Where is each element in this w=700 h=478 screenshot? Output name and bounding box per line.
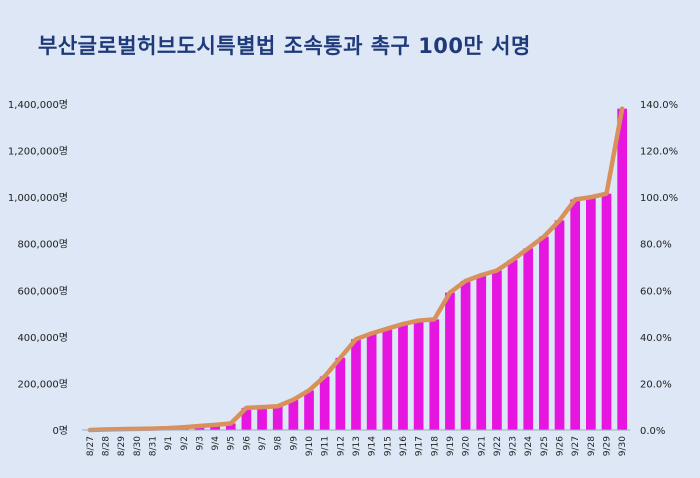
x-tick-label: 9/13 [352,436,362,456]
y2-tick-label: 0.0% [640,426,665,437]
x-tick-label: 9/17 [415,436,425,456]
bar [257,407,267,430]
x-tick-label: 9/26 [556,436,566,456]
line-path [87,106,625,433]
x-tick-label: 9/7 [258,436,268,450]
bar [225,423,236,430]
x-tick-label: 9/25 [540,436,550,456]
x-tick-label: 9/8 [274,436,284,451]
bar [507,260,518,430]
bar [429,319,440,430]
bar [382,328,393,430]
x-tick-label: 9/5 [227,436,237,450]
x-tick-label: 8/30 [133,436,143,456]
x-tick-label: 8/28 [101,436,111,456]
bar [304,390,314,430]
x-tick-label: 9/27 [571,436,581,456]
x-tick-label: 9/6 [242,436,252,451]
bar-series [100,108,628,431]
bar [445,292,455,430]
y-tick-label: 600,000명 [17,285,68,297]
cumulative-line [87,106,625,433]
x-tick-label: 8/29 [117,436,127,456]
y2-tick-label: 80.0% [640,240,672,251]
y-tick-label: 1,000,000명 [8,192,68,204]
x-tick-label: 9/12 [336,436,346,456]
x-tick-label: 9/22 [493,436,503,456]
bar [288,399,299,430]
bar [539,236,549,430]
bar [601,193,612,430]
bar [413,320,424,430]
bar [210,424,220,430]
bar [492,270,502,430]
x-tick-label: 9/19 [446,436,456,456]
x-tick-label: 9/15 [383,436,393,456]
y-tick-label: 200,000명 [17,378,68,390]
x-tick-label: 9/1 [164,436,174,450]
bar [460,280,471,430]
bar [554,220,565,430]
x-tick-label: 9/14 [368,436,378,456]
x-tick-label: 9/21 [477,436,487,456]
x-tick-label: 9/3 [195,436,205,450]
y-axis-right: 0.0% 20.0% 40.0% 60.0% 80.0% 100.0% 120.0% 140.… [640,100,678,437]
y-tick-label: 800,000명 [17,239,68,251]
x-tick-label: 8/27 [86,436,96,456]
x-tick-label: 9/18 [430,436,440,456]
x-tick-label: 9/11 [321,436,331,456]
bar [335,357,346,430]
bar [523,248,534,430]
y-tick-label: 400,000명 [17,332,68,344]
bar [319,376,330,430]
y2-tick-label: 20.0% [640,379,672,390]
x-tick-label: 9/24 [524,436,534,456]
y-tick-label: 0명 [52,425,68,437]
x-axis: 8/27 8/28 8/29 8/30 8/31 9/1 9/2 9/3 9/4 9/5 9/6 9/… [82,429,630,456]
bar [586,197,596,430]
bar [570,199,581,430]
bar [617,108,628,431]
bar [398,324,408,430]
bar [476,275,487,430]
x-tick-label: 9/9 [289,436,299,451]
x-tick-label: 9/20 [462,436,472,456]
x-tick-label: 9/16 [399,436,409,456]
y2-tick-label: 100.0% [640,193,678,204]
chart-title: 부산글로벌허브도시특별법 조속통과 촉구 100만 서명 [38,34,531,58]
y2-tick-label: 40.0% [640,333,672,344]
bar [241,407,252,430]
y2-tick-label: 140.0% [640,100,678,111]
bar [272,406,283,430]
bar [366,333,377,430]
y2-tick-label: 60.0% [640,286,672,297]
x-tick-label: 9/2 [180,436,190,450]
y2-tick-label: 120.0% [640,147,678,158]
x-tick-label: 9/10 [305,436,315,456]
x-tick-label: 8/31 [148,436,158,456]
x-tick-label: 9/28 [587,436,597,456]
y-axis-left: 0명 200,000명 400,000명 600,000명 800,000명 1,000,… [8,99,68,437]
y-tick-label: 1,400,000명 [8,99,68,111]
x-tick-label: 9/4 [211,436,221,451]
bar [351,339,361,430]
x-tick-label: 9/29 [603,436,613,456]
y-tick-label: 1,200,000명 [8,146,68,158]
x-tick-label: 9/23 [509,436,519,456]
x-tick-label: 9/30 [618,436,628,456]
